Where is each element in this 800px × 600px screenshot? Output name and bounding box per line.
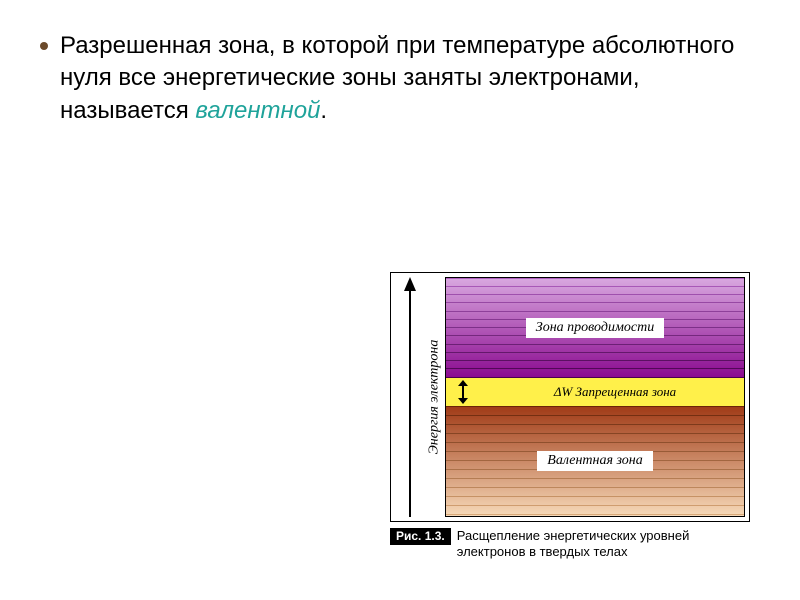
bands: Зона проводимости ΔW Запрещенная зона Ва…: [445, 277, 745, 517]
slide: Разрешенная зона, в которой при температ…: [0, 0, 800, 600]
bullet-highlight: валентной: [195, 97, 320, 124]
gap-arrow-icon: [458, 380, 468, 404]
conduction-band: Зона проводимости: [446, 278, 744, 378]
forbidden-gap: ΔW Запрещенная зона: [446, 378, 744, 406]
valence-band: Валентная зона: [446, 406, 744, 516]
valence-label: Валентная зона: [537, 451, 652, 471]
y-label-col: Энергия электрона: [423, 277, 445, 517]
gap-label: ΔW Запрещенная зона: [554, 384, 676, 400]
bullet-post: .: [320, 97, 327, 124]
y-axis-col: [395, 277, 423, 517]
bullet-dot-icon: [40, 42, 48, 50]
y-axis-label: Энергия электрона: [426, 339, 442, 454]
diagram: Энергия электрона Зона проводимости ΔW З…: [390, 272, 750, 561]
diagram-frame: Энергия электрона Зона проводимости ΔW З…: [390, 272, 750, 522]
bullet-row: Разрешенная зона, в которой при температ…: [40, 30, 760, 127]
bullet-text: Разрешенная зона, в которой при температ…: [60, 30, 760, 127]
caption-tag: Рис. 1.3.: [390, 528, 451, 545]
bullet-pre: Разрешенная зона, в которой при температ…: [60, 32, 734, 124]
caption-text: Расщепление энергетических уровней элект…: [457, 528, 750, 561]
conduction-label: Зона проводимости: [526, 318, 664, 338]
diagram-inner: Энергия электрона Зона проводимости ΔW З…: [395, 277, 745, 517]
caption: Рис. 1.3. Расщепление энергетических уро…: [390, 528, 750, 561]
